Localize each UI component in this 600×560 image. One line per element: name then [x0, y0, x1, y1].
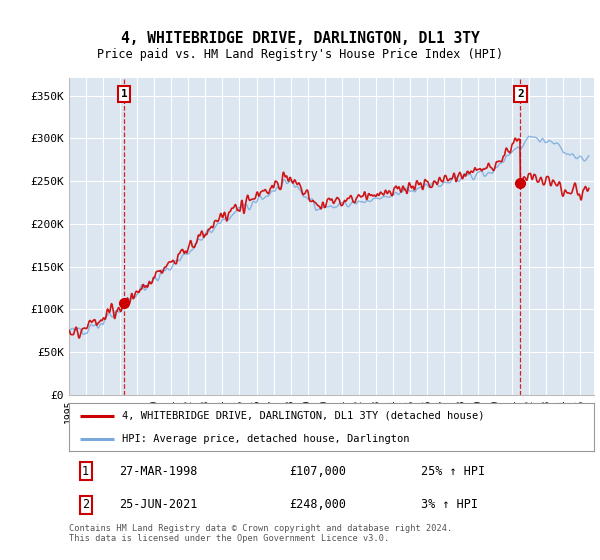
- Text: 2: 2: [517, 89, 524, 99]
- Text: 1: 1: [82, 465, 89, 478]
- Text: 4, WHITEBRIDGE DRIVE, DARLINGTON, DL1 3TY (detached house): 4, WHITEBRIDGE DRIVE, DARLINGTON, DL1 3T…: [121, 410, 484, 421]
- Text: £107,000: £107,000: [290, 465, 347, 478]
- Text: 27-MAR-1998: 27-MAR-1998: [119, 465, 197, 478]
- Text: 4, WHITEBRIDGE DRIVE, DARLINGTON, DL1 3TY: 4, WHITEBRIDGE DRIVE, DARLINGTON, DL1 3T…: [121, 31, 479, 46]
- Text: Price paid vs. HM Land Registry's House Price Index (HPI): Price paid vs. HM Land Registry's House …: [97, 48, 503, 60]
- Text: £248,000: £248,000: [290, 498, 347, 511]
- Text: Contains HM Land Registry data © Crown copyright and database right 2024.
This d: Contains HM Land Registry data © Crown c…: [69, 524, 452, 543]
- Text: 3% ↑ HPI: 3% ↑ HPI: [421, 498, 478, 511]
- Text: 1: 1: [121, 89, 128, 99]
- Text: 2: 2: [82, 498, 89, 511]
- Text: 25-JUN-2021: 25-JUN-2021: [119, 498, 197, 511]
- Text: 25% ↑ HPI: 25% ↑ HPI: [421, 465, 485, 478]
- Text: HPI: Average price, detached house, Darlington: HPI: Average price, detached house, Darl…: [121, 435, 409, 445]
